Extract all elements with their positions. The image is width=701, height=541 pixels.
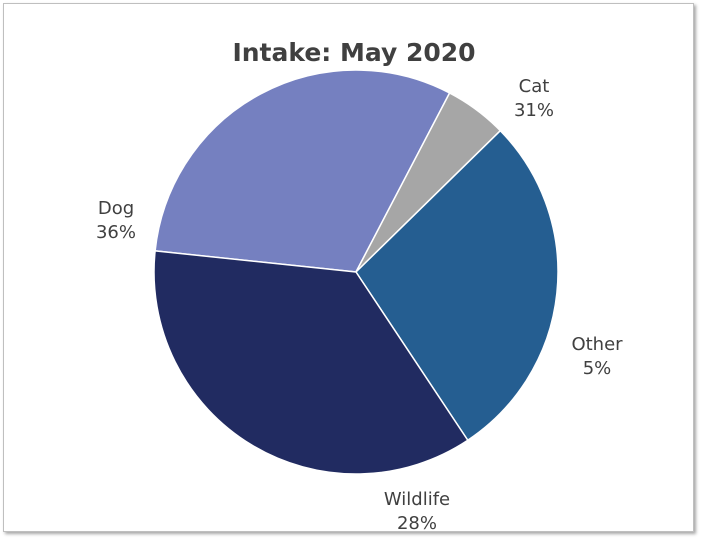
pie-slices — [153, 69, 559, 475]
slice-labels: Cat 31% Other 5% Wildlife 28% Dog 36% — [96, 76, 623, 534]
slice-percent-label: 5% — [583, 358, 612, 379]
pie-slice-wildlife — [355, 129, 559, 442]
slice-category-label: Wildlife — [384, 489, 450, 510]
slice-category-label: Cat — [519, 76, 550, 97]
pie-slice-cat — [154, 69, 451, 273]
pie-chart: Intake: May 2020 Cat 31% Other 5% Wildlife 28… — [96, 38, 623, 534]
slice-category-label: Other — [571, 334, 623, 355]
slice-category-label: Dog — [98, 198, 134, 219]
slice-percent-label: 31% — [514, 100, 554, 121]
chart-title: Intake: May 2020 — [232, 38, 475, 67]
chart-frame: Intake: May 2020 Cat 31% Other 5% Wildlife 28… — [3, 3, 694, 534]
slice-percent-label: 36% — [96, 222, 136, 243]
pie-slice-dog — [153, 250, 469, 475]
slice-percent-label: 28% — [397, 513, 437, 534]
